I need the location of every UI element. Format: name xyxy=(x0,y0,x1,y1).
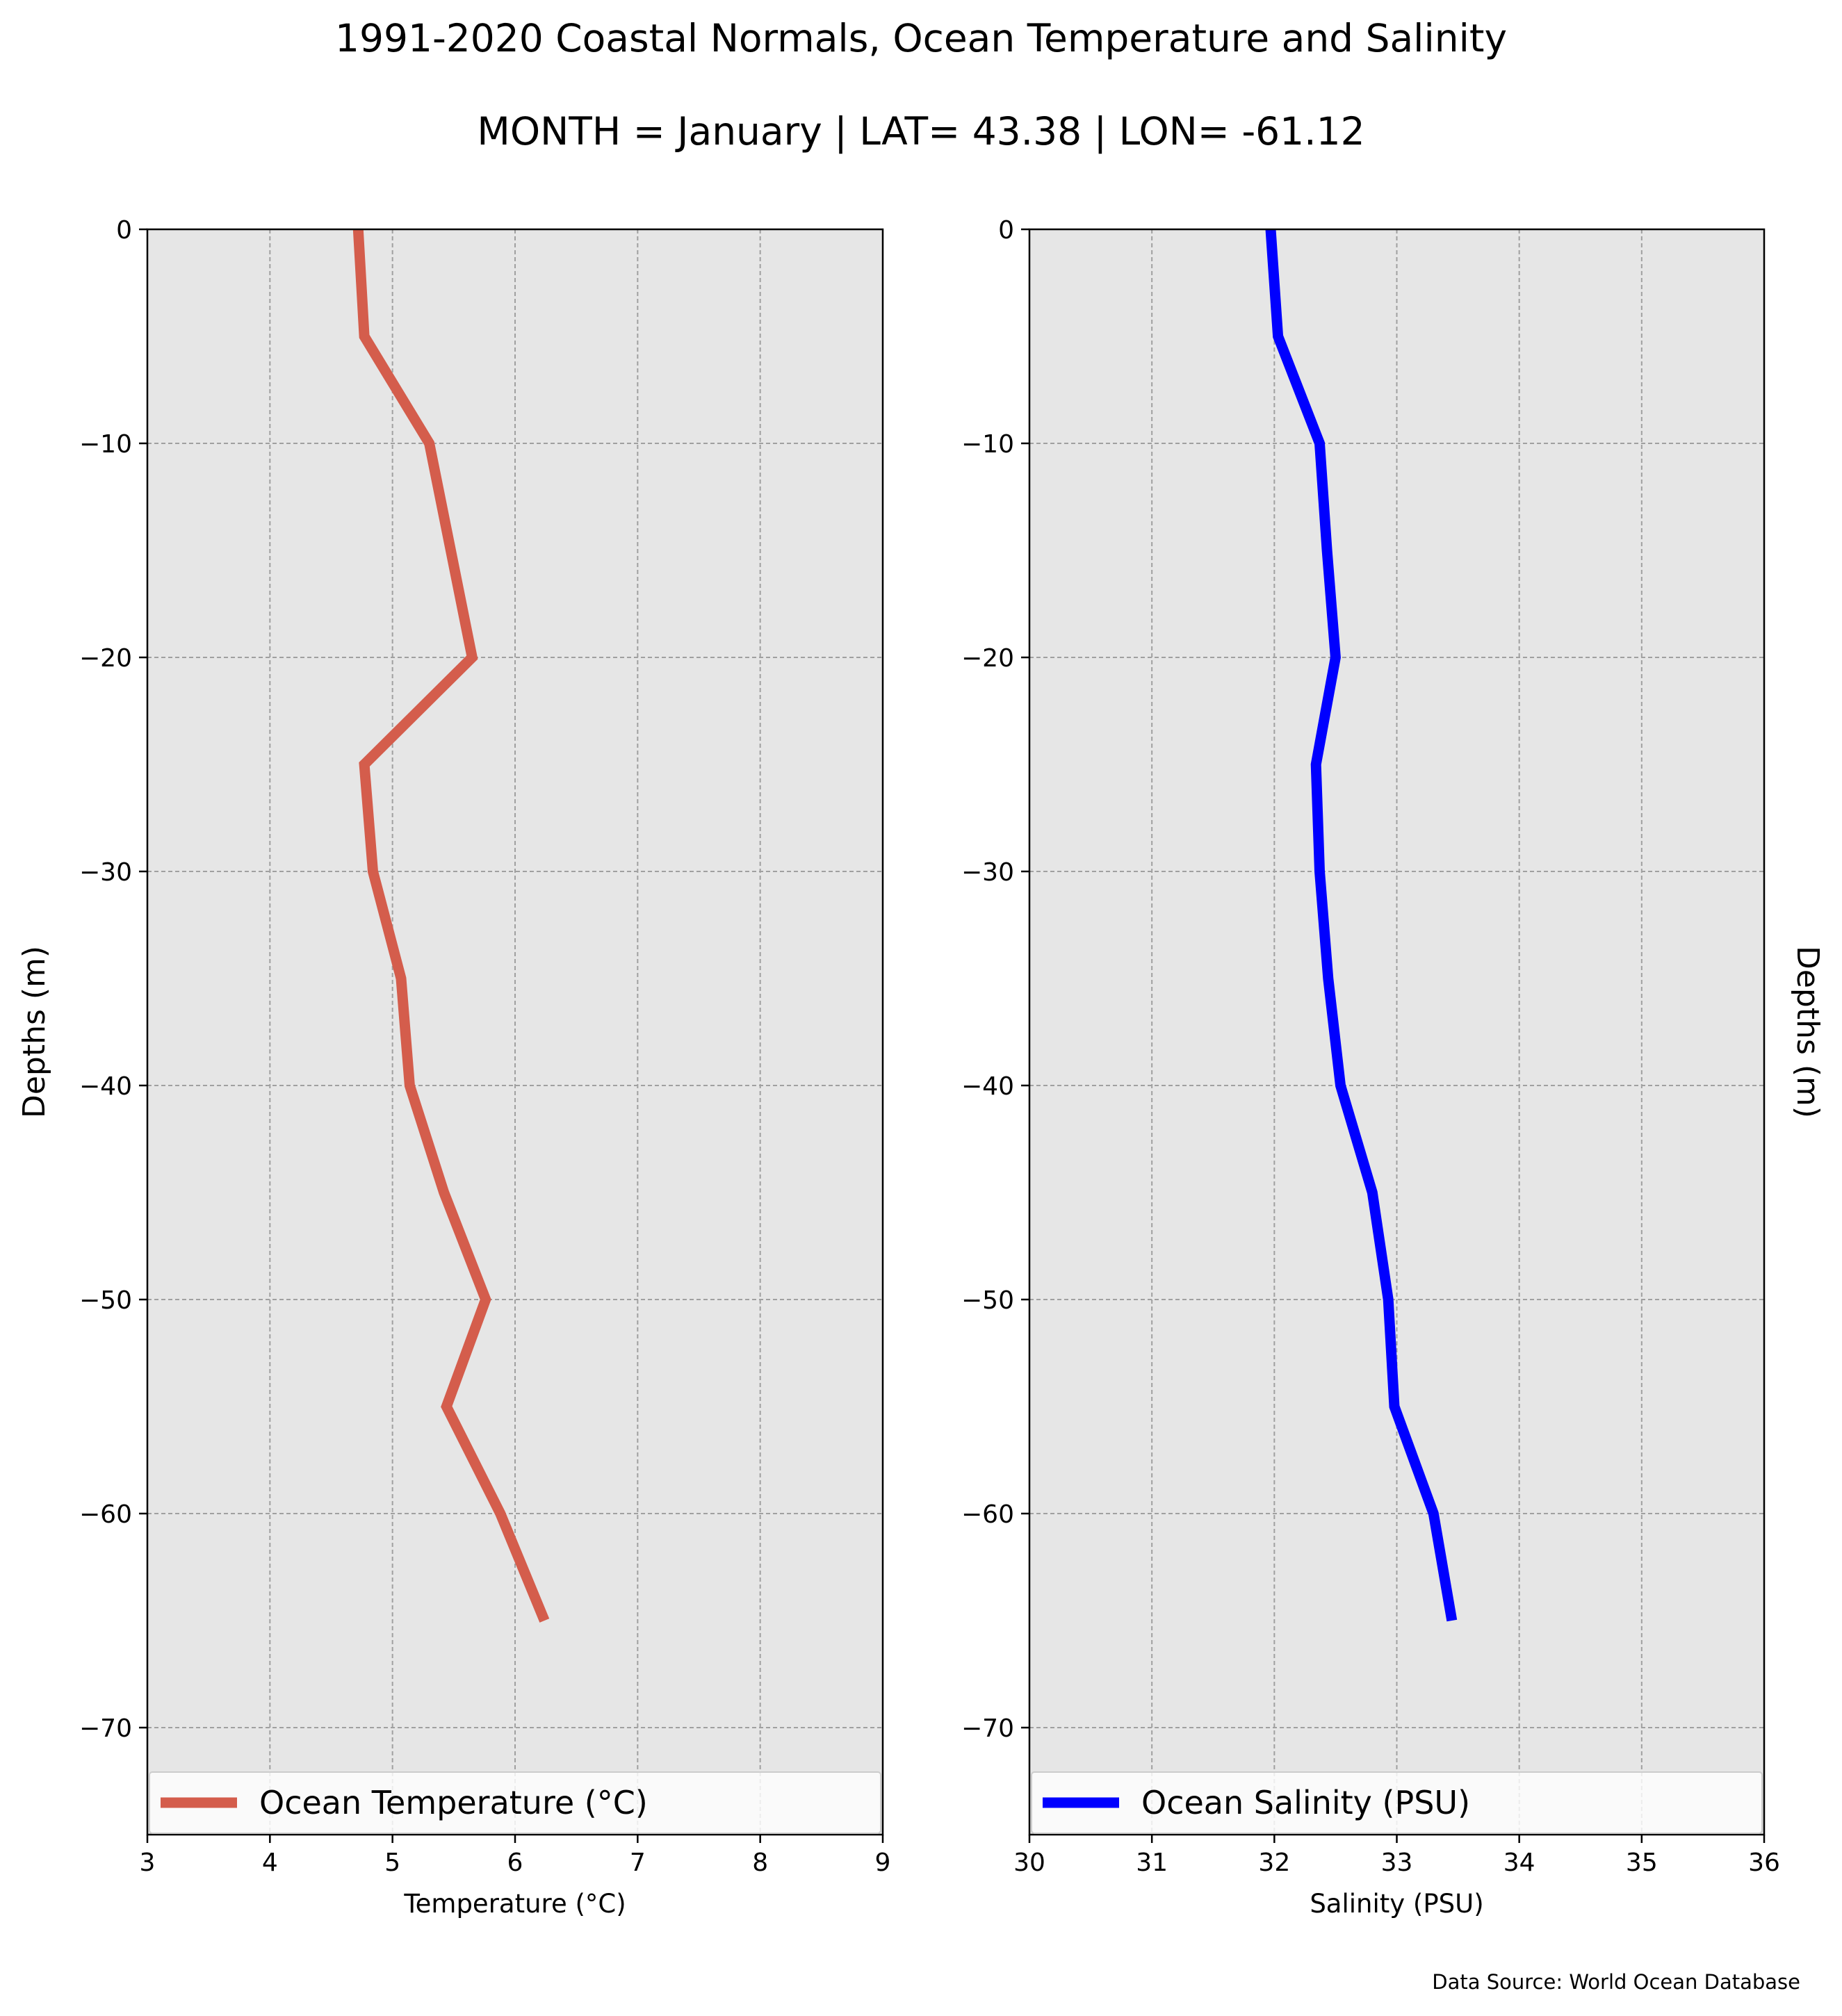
x-tick-label: 5 xyxy=(384,1849,400,1877)
x-tick-label: 6 xyxy=(507,1849,523,1877)
y-tick-label: −60 xyxy=(79,1500,132,1529)
x-axis-label: Temperature (°C) xyxy=(403,1889,626,1919)
y-tick-label: −70 xyxy=(79,1714,132,1743)
x-tick-label: 34 xyxy=(1503,1849,1535,1877)
data-point xyxy=(401,978,402,979)
y-axis-label: Depths (m) xyxy=(17,946,52,1118)
y-tick-label: −40 xyxy=(961,1072,1014,1101)
x-tick-label: 35 xyxy=(1626,1849,1658,1877)
legend-box xyxy=(1031,1771,1763,1834)
y-tick-label: −10 xyxy=(79,430,132,459)
x-tick-label: 7 xyxy=(630,1849,646,1877)
x-tick-label: 30 xyxy=(1013,1849,1045,1877)
chart-panel-2: 30 31 32 33 34 35 36 0 −10 −20 −30 −40 −50 −60 −70 Sali… xyxy=(961,216,1825,1919)
series-line xyxy=(352,229,550,1623)
y-tick-label: −50 xyxy=(79,1286,132,1315)
y-tick-label: −20 xyxy=(79,644,132,673)
x-tick-label: 32 xyxy=(1258,1849,1290,1877)
data-point xyxy=(429,443,430,444)
y-tick-label: −30 xyxy=(79,858,132,887)
data-point xyxy=(409,1085,410,1086)
y-tick-label: −50 xyxy=(961,1286,1014,1315)
x-tick-label: 4 xyxy=(262,1849,278,1877)
data-point xyxy=(364,336,365,337)
data-point xyxy=(1340,1085,1341,1086)
x-tick-label: 8 xyxy=(752,1849,768,1877)
y-tick-label: −60 xyxy=(961,1500,1014,1529)
legend-label: Ocean Temperature (°C) xyxy=(259,1784,648,1821)
data-point xyxy=(364,764,365,765)
chart-panel-1: 3 4 5 6 7 8 9 0 −10 −20 −30 −40 −50 −60 −70 Temperature… xyxy=(17,216,890,1919)
data-point xyxy=(1316,764,1317,765)
x-tick-label: 9 xyxy=(875,1849,891,1877)
legend-box xyxy=(149,1771,881,1834)
y-tick-label: −70 xyxy=(961,1714,1014,1743)
x-tick-label: 33 xyxy=(1381,1849,1413,1877)
series-line xyxy=(1265,229,1458,1622)
legend: Ocean Salinity (PSU) xyxy=(1031,1771,1763,1834)
x-tick-label: 31 xyxy=(1136,1849,1168,1877)
y-tick-label: −20 xyxy=(961,644,1014,673)
y-tick-label: 0 xyxy=(116,216,132,245)
x-tick-label: 36 xyxy=(1748,1849,1780,1877)
legend-label: Ocean Salinity (PSU) xyxy=(1141,1784,1470,1821)
x-axis-label: Salinity (PSU) xyxy=(1310,1889,1483,1919)
chart-title: 1991-2020 Coastal Normals, Ocean Tempera… xyxy=(334,16,1507,60)
y-tick-label: −40 xyxy=(79,1072,132,1101)
data-point xyxy=(472,657,473,658)
chart-subtitle: MONTH = January | LAT= 43.38 | LON= -61.… xyxy=(477,109,1365,154)
y-tick-label: 0 xyxy=(998,216,1014,245)
data-point xyxy=(1319,871,1320,872)
legend: Ocean Temperature (°C) xyxy=(149,1771,881,1834)
data-point xyxy=(1327,550,1328,551)
y-tick-label: −30 xyxy=(961,858,1014,887)
data-point xyxy=(1319,443,1320,444)
x-tick-label: 3 xyxy=(140,1849,156,1877)
data-source-note: Data Source: World Ocean Database xyxy=(1432,1970,1800,1994)
data-point xyxy=(1335,657,1336,658)
y-tick-label: −10 xyxy=(961,430,1014,459)
y-axis-label: Depths (m) xyxy=(1790,946,1825,1118)
